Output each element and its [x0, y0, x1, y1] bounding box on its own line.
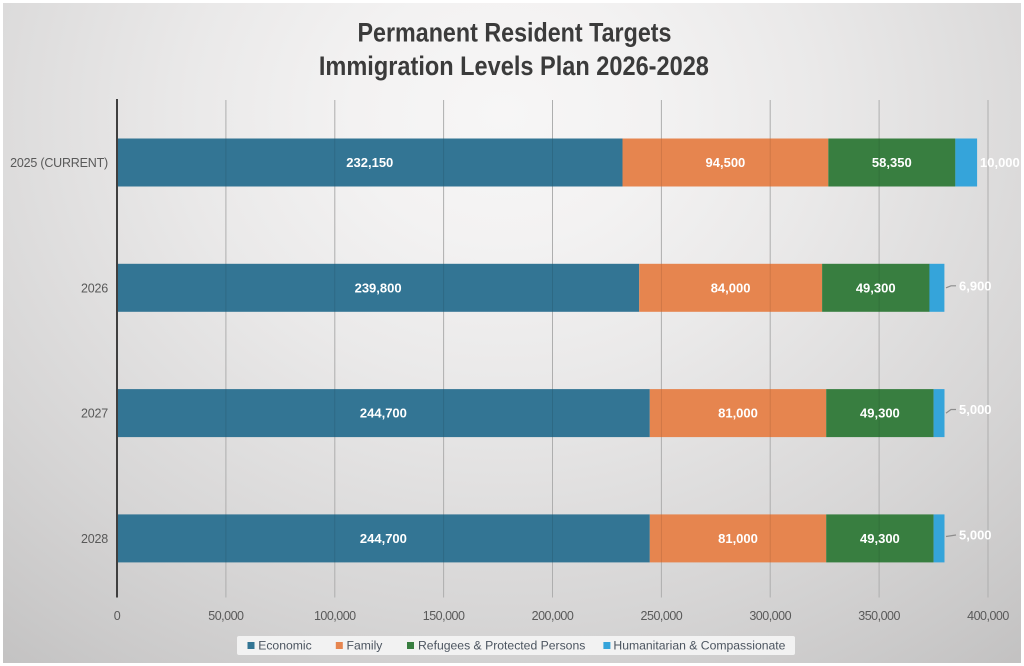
- svg-text:Economic: Economic: [258, 639, 312, 653]
- svg-text:100,000: 100,000: [314, 609, 356, 623]
- svg-text:Humanitarian & Compassionate: Humanitarian & Compassionate: [613, 639, 785, 653]
- svg-text:Immigration Levels Plan 2026-2: Immigration Levels Plan 2026-2028: [319, 51, 709, 81]
- svg-text:150,000: 150,000: [423, 609, 465, 623]
- svg-text:200,000: 200,000: [532, 609, 574, 623]
- svg-text:2025 (CURRENT): 2025 (CURRENT): [10, 156, 108, 170]
- svg-text:50,000: 50,000: [208, 609, 244, 623]
- svg-text:84,000: 84,000: [711, 280, 751, 295]
- svg-text:300,000: 300,000: [749, 609, 791, 623]
- svg-text:49,300: 49,300: [856, 280, 896, 295]
- svg-text:81,000: 81,000: [718, 406, 758, 421]
- svg-text:2027: 2027: [81, 407, 108, 421]
- svg-text:10,000: 10,000: [980, 155, 1020, 170]
- svg-text:250,000: 250,000: [641, 609, 683, 623]
- svg-text:244,700: 244,700: [360, 406, 407, 421]
- svg-text:5,000: 5,000: [959, 402, 992, 417]
- svg-text:49,300: 49,300: [860, 531, 900, 546]
- svg-text:94,500: 94,500: [706, 155, 746, 170]
- svg-text:Refugees & Protected Persons: Refugees & Protected Persons: [418, 639, 585, 653]
- svg-text:400,000: 400,000: [967, 609, 1009, 623]
- svg-text:Permanent Resident Targets: Permanent Resident Targets: [358, 18, 672, 48]
- svg-text:49,300: 49,300: [860, 406, 900, 421]
- svg-text:2026: 2026: [81, 281, 108, 295]
- svg-text:2028: 2028: [81, 532, 108, 546]
- svg-text:0: 0: [114, 609, 121, 623]
- svg-text:Family: Family: [347, 639, 384, 653]
- svg-text:5,000: 5,000: [959, 528, 992, 543]
- svg-text:81,000: 81,000: [718, 531, 758, 546]
- svg-text:58,350: 58,350: [872, 155, 912, 170]
- svg-text:232,150: 232,150: [346, 155, 393, 170]
- svg-text:244,700: 244,700: [360, 531, 407, 546]
- svg-text:239,800: 239,800: [355, 280, 402, 295]
- svg-text:350,000: 350,000: [858, 609, 900, 623]
- svg-text:6,900: 6,900: [959, 278, 992, 293]
